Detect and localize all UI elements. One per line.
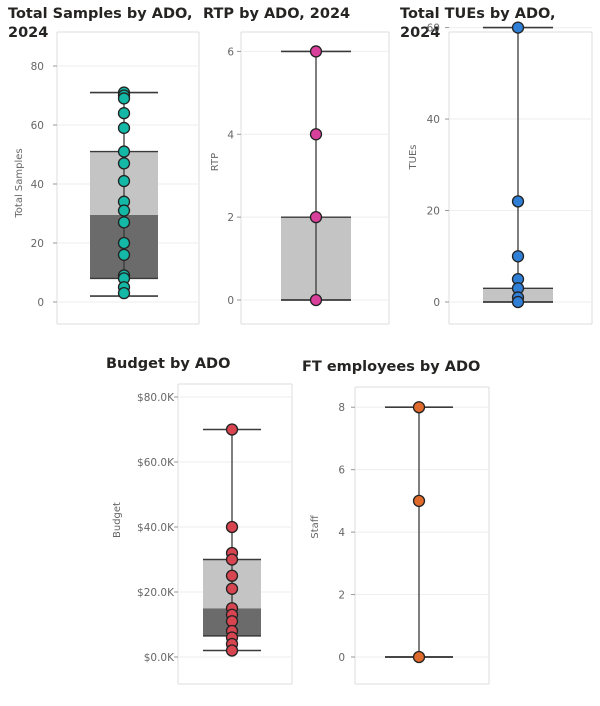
tues-tick-label: 20	[427, 206, 440, 218]
tues-tick-label: 0	[433, 297, 440, 309]
samples-tick-label: 60	[31, 120, 44, 132]
rtp-tick-label: 6	[227, 46, 234, 58]
samples-tick-label: 40	[31, 179, 44, 191]
staff-data-point	[412, 494, 426, 508]
budget-data-point	[225, 520, 239, 534]
samples-data-point	[117, 174, 131, 188]
chart-title-samples: Total Samples by ADO, 2024	[8, 6, 193, 41]
budget-tick-label: $0.0K	[144, 652, 175, 664]
chart-title-budget: Budget by ADO	[106, 356, 231, 372]
tues-data-point	[511, 195, 525, 208]
tues-y-axis-title: TUEs	[408, 145, 419, 171]
rtp-y-axis-title: RTP	[210, 153, 221, 171]
budget-data-point	[225, 569, 239, 582]
samples-data-point	[117, 236, 131, 250]
rtp-data-point	[309, 210, 323, 224]
staff-tick-label: 0	[338, 652, 345, 664]
staff-data-point	[412, 401, 426, 414]
staff-data-point	[412, 650, 426, 664]
samples-data-point	[117, 248, 131, 261]
budget-tick-label: $20.0K	[137, 587, 175, 599]
samples-data-point	[117, 145, 131, 158]
samples-data-point	[117, 92, 131, 105]
budget-tick-label: $80.0K	[137, 392, 175, 404]
rtp-tick-label: 2	[227, 212, 234, 224]
budget-tick-label: $40.0K	[137, 522, 175, 534]
samples-tick-label: 80	[31, 61, 44, 73]
samples-data-point	[117, 121, 131, 135]
samples-tick-label: 20	[31, 238, 44, 250]
budget-data-point	[225, 582, 239, 595]
samples-tick-label: 0	[37, 297, 44, 309]
budget-data-point	[225, 553, 239, 566]
chart-title-rtp: RTP by ADO, 2024	[203, 6, 351, 22]
staff-y-axis-title: Staff	[310, 514, 321, 538]
samples-data-point	[117, 107, 131, 120]
samples-data-point	[117, 204, 131, 217]
rtp-tick-label: 4	[227, 129, 234, 141]
staff-tick-label: 6	[338, 465, 345, 477]
tues-data-point	[511, 250, 525, 263]
tues-tick-label: 60	[427, 23, 440, 35]
rtp-data-point	[309, 45, 323, 58]
samples-data-point	[117, 216, 131, 229]
staff-tick-label: 8	[338, 402, 345, 414]
rtp-data-point	[309, 293, 323, 307]
tues-data-point	[511, 295, 525, 309]
budget-data-point	[225, 423, 239, 436]
tues-data-point	[511, 21, 525, 34]
budget-data-point	[225, 644, 239, 657]
chart-title-staff: FT employees by ADO	[302, 359, 481, 375]
rtp-data-point	[309, 128, 323, 141]
samples-y-axis-title: Total Samples	[14, 148, 25, 218]
staff-tick-label: 2	[338, 590, 345, 602]
chart-title-tues: Total TUEs by ADO, 2024	[400, 6, 556, 41]
budget-y-axis-title: Budget	[112, 502, 123, 538]
samples-data-point	[117, 157, 131, 170]
budget-tick-label: $60.0K	[137, 457, 175, 469]
staff-tick-label: 4	[338, 527, 345, 539]
rtp-tick-label: 0	[227, 295, 234, 307]
tues-tick-label: 40	[427, 114, 440, 126]
samples-data-point	[117, 286, 131, 300]
